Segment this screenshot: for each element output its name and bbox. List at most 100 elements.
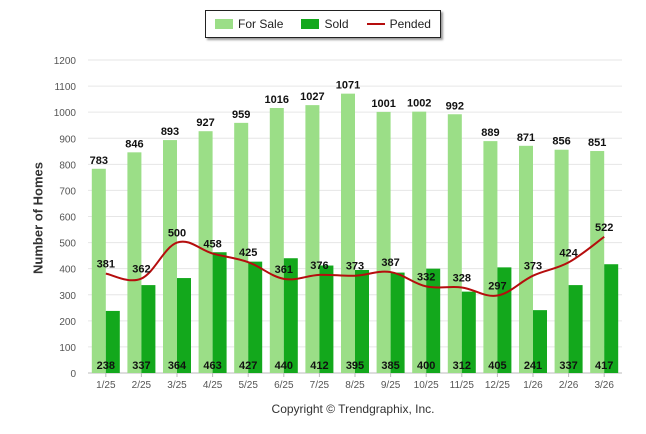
legend-item-sold[interactable]: Sold <box>301 17 349 31</box>
bar-for-sale <box>590 151 605 373</box>
label-for-sale: 871 <box>517 132 535 144</box>
bar-for-sale <box>483 141 498 373</box>
label-pended: 522 <box>595 222 613 234</box>
bar-for-sale <box>412 111 427 374</box>
label-pended: 373 <box>524 261 542 273</box>
y-tick-label: 500 <box>59 239 76 250</box>
label-for-sale: 959 <box>232 109 250 121</box>
label-sold: 238 <box>97 360 115 372</box>
label-pended: 332 <box>417 271 435 283</box>
copyright-footer: Copyright © Trendgraphix, Inc. <box>271 402 435 416</box>
pended-line-path <box>105 236 605 297</box>
label-sold: 417 <box>595 360 613 372</box>
x-tick-label: 12/25 <box>485 380 510 391</box>
legend-swatch-sold <box>301 19 320 29</box>
label-sold: 395 <box>346 360 364 372</box>
x-tick-label: 6/25 <box>274 380 294 391</box>
bar-for-sale <box>163 140 177 373</box>
label-pended: 297 <box>488 281 506 293</box>
x-tick-label: 10/25 <box>414 380 439 391</box>
x-tick-label: 3/25 <box>167 380 187 391</box>
x-tick-label: 7/25 <box>310 380 330 391</box>
y-tick-label: 1200 <box>54 56 77 67</box>
label-pended: 373 <box>346 261 364 273</box>
bar-for-sale <box>554 149 569 373</box>
y-tick-label: 900 <box>59 134 76 145</box>
bar-sold <box>604 264 619 373</box>
bar-sold <box>461 291 476 373</box>
label-for-sale: 893 <box>161 126 179 138</box>
label-for-sale: 927 <box>196 117 214 129</box>
bar-sold <box>390 272 405 373</box>
label-pended: 387 <box>381 257 399 269</box>
label-for-sale: 889 <box>481 127 499 139</box>
label-pended: 361 <box>275 264 293 276</box>
bar-for-sale <box>269 107 284 373</box>
bar-sold <box>533 310 547 373</box>
label-pended: 376 <box>310 260 328 272</box>
label-sold: 337 <box>132 360 150 372</box>
series-sold <box>105 252 619 373</box>
legend-label-for-sale: For Sale <box>238 17 284 31</box>
legend: For Sale Sold Pended <box>205 10 441 38</box>
label-pended: 424 <box>559 247 578 259</box>
label-for-sale: 992 <box>446 100 464 112</box>
y-tick-label: 100 <box>59 343 76 354</box>
label-sold: 337 <box>559 360 577 372</box>
legend-label-pended: Pended <box>389 17 431 31</box>
label-sold: 312 <box>453 360 471 372</box>
x-tick-label: 1/25 <box>96 380 116 391</box>
legend-label-sold: Sold <box>324 17 349 31</box>
label-for-sale: 1016 <box>265 94 289 106</box>
bar-sold <box>426 268 441 373</box>
bar-for-sale <box>376 111 391 374</box>
label-sold: 405 <box>488 360 506 372</box>
bar-sold <box>248 261 263 373</box>
x-tick-label: 2/25 <box>132 380 152 391</box>
x-tick-label: 3/26 <box>594 380 614 391</box>
bar-for-sale <box>127 152 142 373</box>
x-tick-label: 11/25 <box>450 380 475 391</box>
x-axis-ticks: 1/25 2/25 3/25 4/25 5/25 6/25 7/25 8/25 9/25 10/2… <box>96 373 614 391</box>
bar-sold <box>319 265 334 373</box>
y-axis-title: Number of Homes <box>30 162 46 274</box>
label-for-sale: 1027 <box>300 91 324 103</box>
legend-swatch-pended <box>366 23 385 25</box>
y-tick-label: 300 <box>59 291 76 302</box>
label-for-sale: 1001 <box>371 98 395 110</box>
data-labels: 783 238 846 337 893 364 927 463 959 427 1016 440 102… <box>90 80 614 372</box>
label-pended: 328 <box>453 272 471 284</box>
label-for-sale: 851 <box>588 137 606 149</box>
label-for-sale: 846 <box>125 138 143 150</box>
label-pended: 458 <box>203 239 221 251</box>
legend-item-for-sale[interactable]: For Sale <box>215 17 283 31</box>
bar-for-sale <box>305 105 320 373</box>
label-for-sale: 783 <box>90 155 108 167</box>
legend-item-pended[interactable]: Pended <box>366 17 431 31</box>
x-tick-label: 5/25 <box>238 380 258 391</box>
legend-swatch-for-sale <box>215 19 234 29</box>
bar-for-sale <box>341 93 355 374</box>
label-pended: 425 <box>239 247 257 259</box>
series-pended <box>105 236 605 297</box>
bar-sold <box>283 258 298 373</box>
y-tick-label: 1000 <box>54 108 77 119</box>
x-tick-label: 8/25 <box>345 380 365 391</box>
label-sold: 241 <box>524 360 542 372</box>
label-pended: 500 <box>168 228 186 240</box>
label-for-sale: 1071 <box>336 80 360 92</box>
bar-sold <box>141 285 156 373</box>
y-tick-label: 600 <box>59 213 76 224</box>
label-sold: 400 <box>417 360 435 372</box>
bar-for-sale <box>519 145 533 373</box>
label-pended: 362 <box>132 264 150 276</box>
label-sold: 385 <box>381 360 399 372</box>
bar-sold <box>177 278 191 373</box>
y-tick-label: 0 <box>70 369 76 380</box>
label-sold: 412 <box>310 360 328 372</box>
y-tick-label: 700 <box>59 186 76 197</box>
y-tick-label: 1100 <box>54 82 76 93</box>
x-tick-label: 9/25 <box>381 380 401 391</box>
label-for-sale: 856 <box>552 136 570 148</box>
label-pended: 381 <box>97 259 115 271</box>
